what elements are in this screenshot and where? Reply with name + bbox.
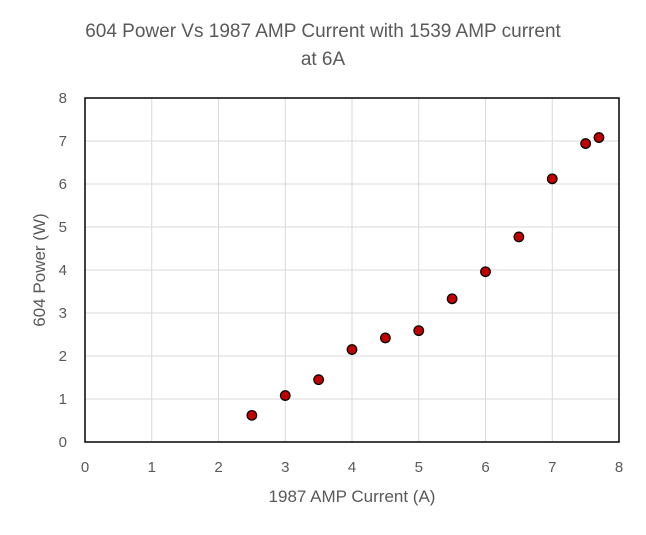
- x-tick-label: 7: [548, 459, 556, 476]
- chart-title: 604 Power Vs 1987 AMP Current with 1539 …: [0, 18, 646, 74]
- y-axis-ticks: 0 1 2 3 4 5 6 7 8: [59, 90, 67, 451]
- x-tick-label: 6: [481, 459, 489, 476]
- x-tick-label: 1: [148, 459, 156, 476]
- data-point: [379, 332, 391, 344]
- x-tick-label: 3: [281, 459, 289, 476]
- x-tick-label: 8: [615, 459, 623, 476]
- data-point: [513, 231, 525, 243]
- data-point: [546, 173, 558, 185]
- y-tick-label: 7: [59, 133, 67, 150]
- data-point: [413, 325, 425, 337]
- y-tick-label: 4: [59, 262, 67, 279]
- x-tick-label: 5: [415, 459, 423, 476]
- x-axis-title: 1987 AMP Current (A): [269, 487, 436, 506]
- gridlines: [84, 97, 620, 443]
- y-tick-label: 2: [59, 348, 67, 365]
- chart-title-line-1: 604 Power Vs 1987 AMP Current with 1539 …: [85, 21, 561, 42]
- y-tick-label: 3: [59, 305, 67, 322]
- y-tick-label: 1: [59, 391, 67, 408]
- y-tick-label: 0: [59, 434, 67, 451]
- y-axis-title: 604 Power (W): [30, 213, 49, 326]
- data-point: [246, 409, 258, 421]
- data-point: [480, 266, 491, 278]
- data-point: [580, 138, 592, 149]
- y-tick-label: 8: [59, 90, 67, 107]
- data-points: [246, 132, 605, 421]
- x-tick-label: 4: [348, 459, 356, 476]
- y-tick-label: 6: [59, 176, 67, 193]
- x-tick-label: 0: [81, 459, 89, 476]
- chart-title-line-2: at 6A: [300, 49, 346, 70]
- data-point: [446, 293, 458, 305]
- data-point: [279, 390, 291, 401]
- y-tick-label: 5: [59, 219, 67, 236]
- data-point: [593, 132, 605, 143]
- data-point: [313, 374, 325, 386]
- data-point: [346, 344, 358, 355]
- x-tick-label: 2: [214, 459, 222, 476]
- plot-area-frame: [84, 97, 620, 443]
- x-axis-ticks: 0 1 2 3 4 5 6 7 8: [81, 459, 623, 476]
